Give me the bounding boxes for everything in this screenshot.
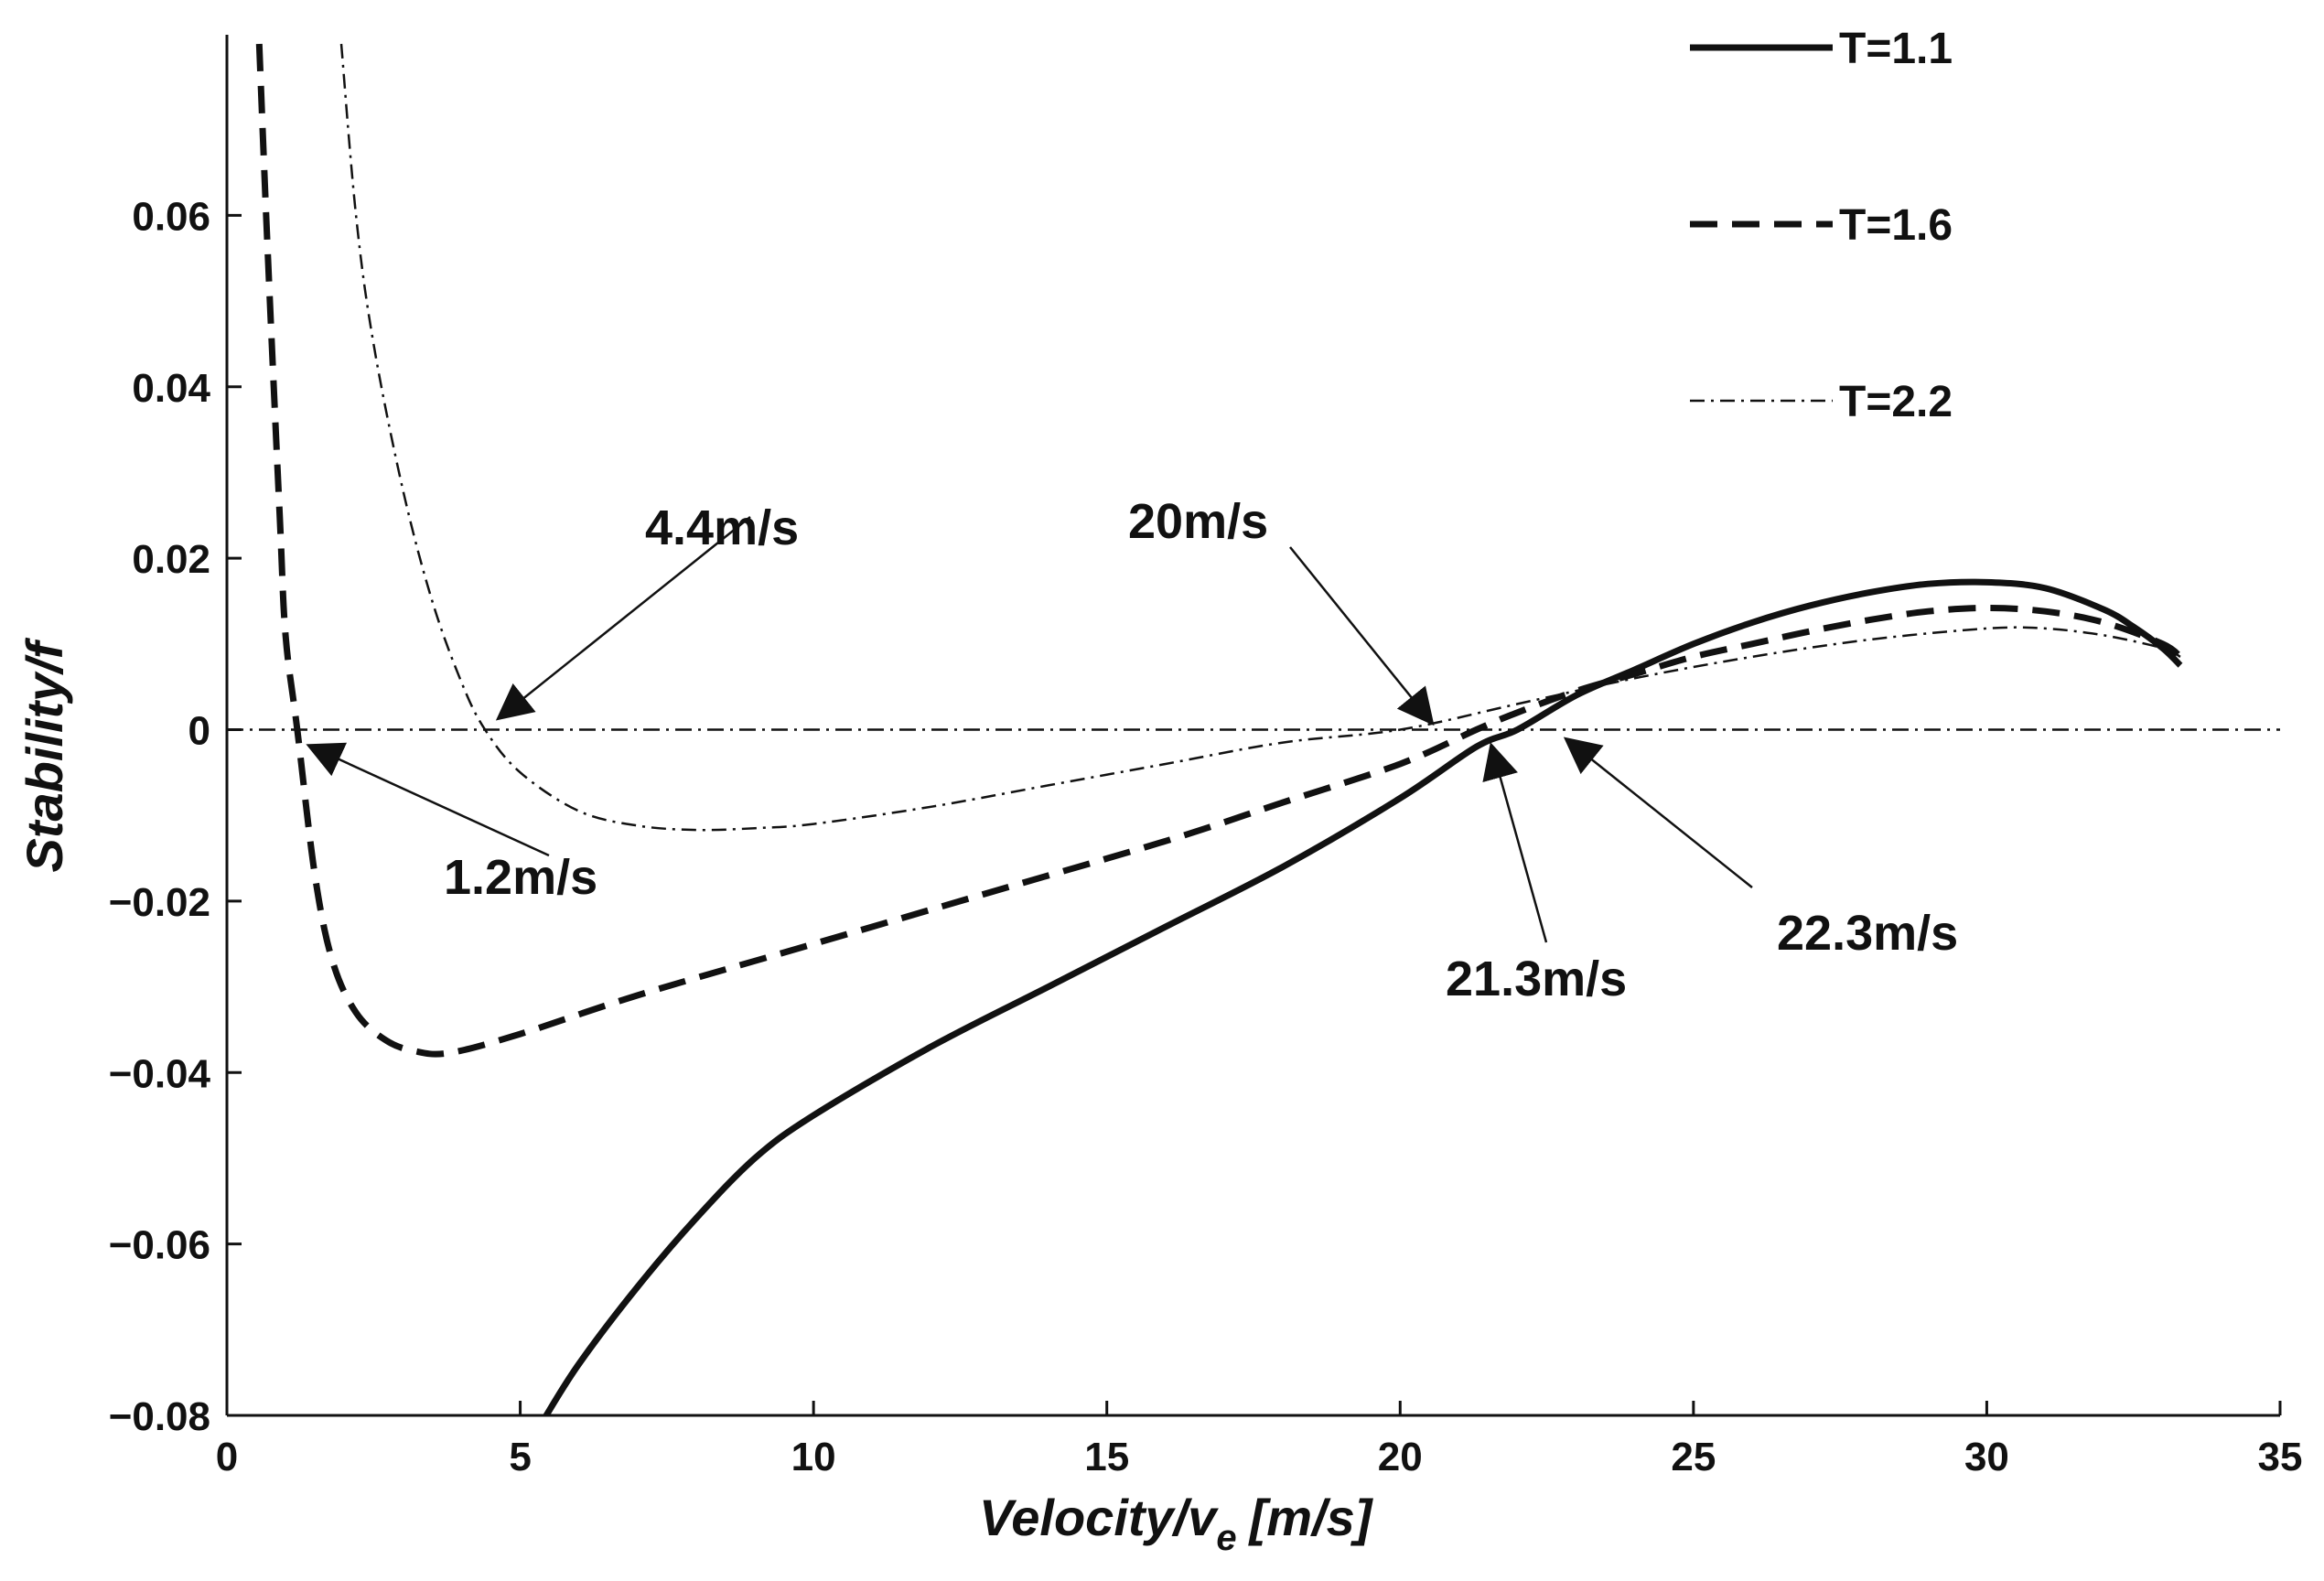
legend-label-t-2-2: T=2.2 — [1839, 378, 1953, 426]
x-tick-label: 30 — [1964, 1435, 2009, 1479]
legend: T=1.1 T=1.6 T=2.2 — [1690, 25, 1953, 426]
annotation-arrow-22-3m-s — [1563, 737, 1753, 888]
y-tick-label: −0.02 — [109, 880, 210, 925]
y-tick-label: 0.06 — [132, 194, 210, 239]
annotation-arrow-1-2m-s — [306, 742, 550, 857]
y-axis-title: Stability/f — [16, 637, 73, 872]
annotation-layer: 4.4m/s 1.2m/s 20m/s 21.3m/s 22.3m/s — [306, 494, 1958, 1006]
y-tick-label: −0.06 — [109, 1223, 210, 1268]
x-tick-label: 25 — [1671, 1435, 1716, 1479]
annotation-arrow-4-4m-s — [495, 516, 751, 721]
x-tick-label: 5 — [509, 1435, 531, 1479]
x-axis-title: Velocity/ve [m/s] — [979, 1489, 1374, 1558]
y-tick-label: −0.04 — [109, 1051, 211, 1096]
annotation-label-4-4m-s: 4.4m/s — [645, 500, 799, 555]
x-axis-title-unit: [m/s] — [1248, 1489, 1374, 1546]
x-tick-label: 15 — [1084, 1435, 1129, 1479]
annotation-label-1-2m-s: 1.2m/s — [444, 850, 597, 905]
y-tick-label: 0 — [188, 709, 210, 754]
series-line-t-1-1 — [542, 578, 2183, 1415]
x-axis-title-subscript: e — [1216, 1518, 1236, 1558]
axes-layer: 0 5 10 15 20 25 30 35 −0.08 −0.06 −0.04 −0.02 0 0.02 0… — [109, 35, 2303, 1479]
x-tick-label: 10 — [791, 1435, 836, 1479]
x-tick-label: 20 — [1378, 1435, 1423, 1479]
x-tick-label: 35 — [2258, 1435, 2303, 1479]
x-tick-label: 0 — [216, 1435, 238, 1479]
y-tick-label: 0.02 — [132, 537, 210, 582]
legend-label-t-1-6: T=1.6 — [1839, 201, 1953, 250]
y-tick-label: 0.04 — [132, 366, 210, 411]
axis-titles: Velocity/ve [m/s] Stability/f — [16, 637, 1374, 1558]
annotation-label-20m-s: 20m/s — [1128, 494, 1268, 549]
y-tick-label: −0.08 — [109, 1394, 210, 1439]
x-axis-title-main: Velocity/v — [979, 1489, 1219, 1546]
annotation-arrow-20m-s — [1289, 546, 1435, 726]
annotation-label-21-3m-s: 21.3m/s — [1446, 952, 1627, 1006]
series-line-t-1-6 — [255, 43, 2183, 1058]
legend-label-t-1-1: T=1.1 — [1839, 25, 1953, 73]
annotation-arrow-21-3m-s — [1482, 742, 1548, 943]
series-layer — [255, 43, 2183, 1415]
annotation-label-22-3m-s: 22.3m/s — [1777, 906, 1958, 961]
series-line-t-2-2 — [339, 43, 2181, 832]
